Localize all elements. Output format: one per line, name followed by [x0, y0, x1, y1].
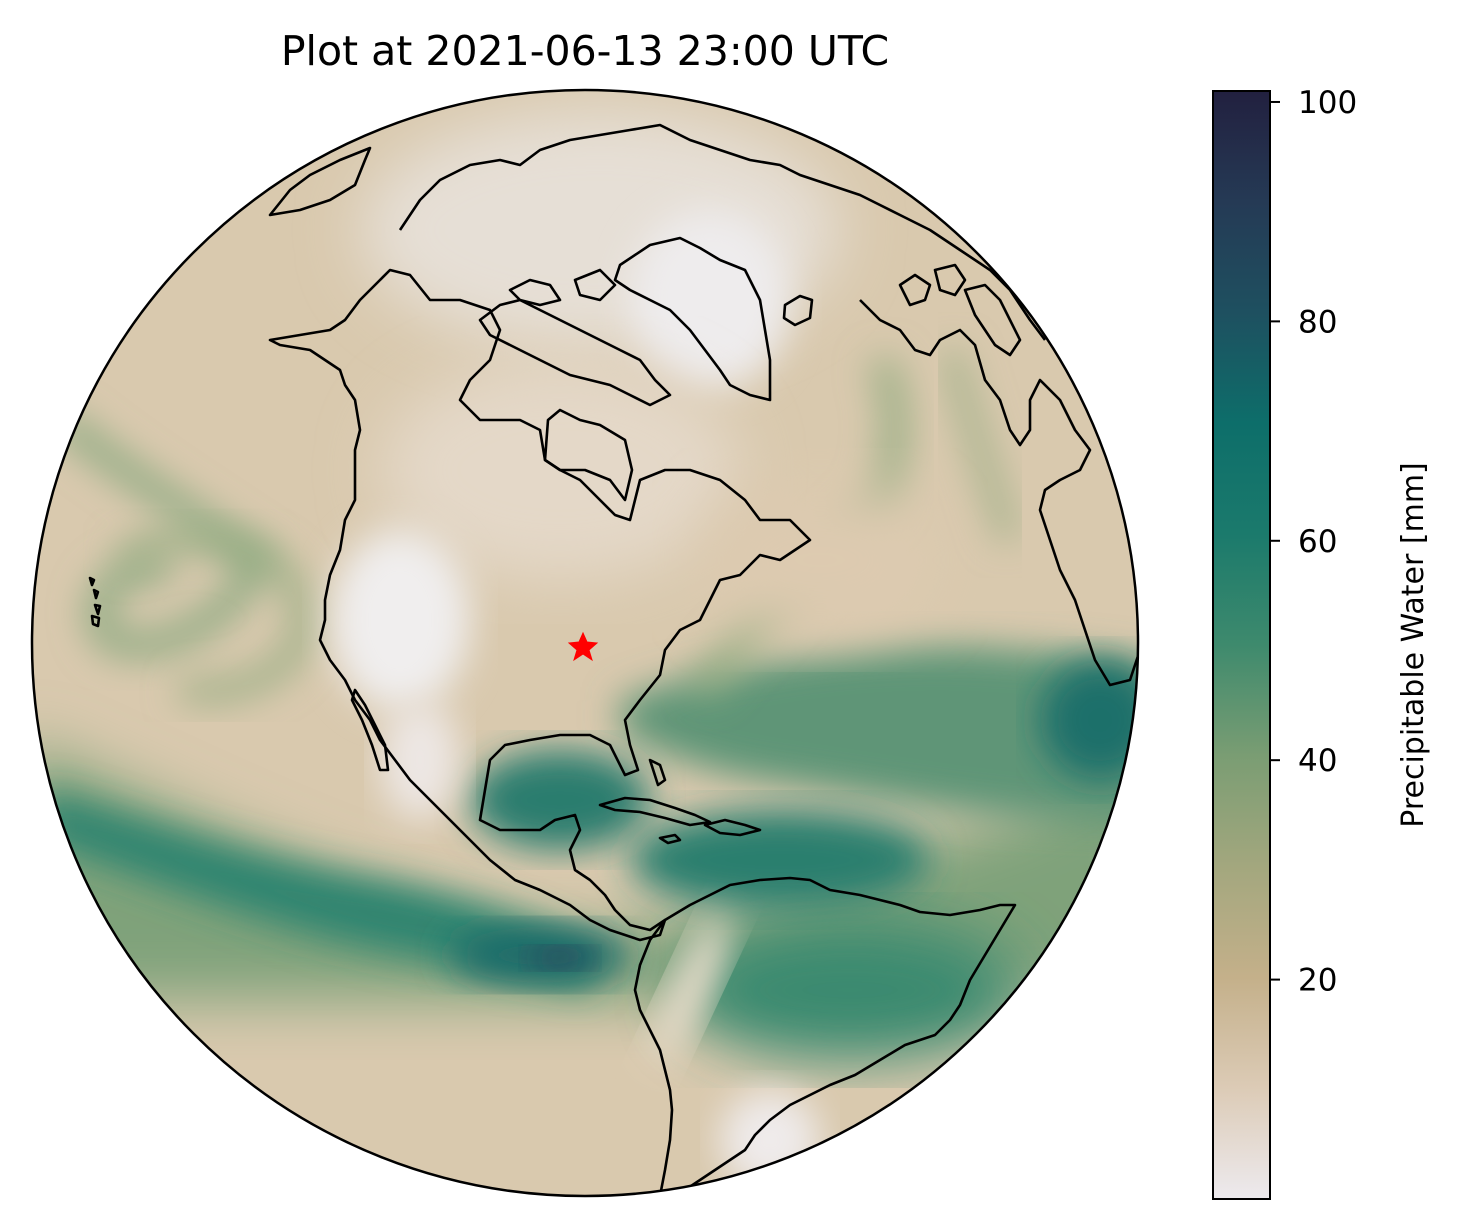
europe-coastline [859, 299, 1138, 687]
colorbar-label: Precipitable Water [mm] [1396, 462, 1431, 828]
south-america-coastline [633, 876, 1017, 1196]
gulf-of-mexico-moisture [470, 750, 650, 850]
plot-title: Plot at 2021-06-13 23:00 UTC [281, 27, 889, 75]
colorbar-frame [1212, 90, 1271, 1200]
amazon-moisture [680, 920, 1020, 1060]
greenland-coastline [613, 236, 772, 402]
colorbar-tick-label: 60 [1298, 524, 1337, 560]
north-america-coastline [268, 268, 812, 942]
colorbar-tick-label: 100 [1298, 85, 1357, 121]
cuba-coastline [598, 796, 712, 827]
andes-dry-strip [650, 916, 730, 1064]
mexico-dry-region [380, 700, 460, 820]
eurasia-arctic-coastline [268, 123, 1047, 341]
british-isles-coastline [898, 263, 967, 307]
europe-moisture-streak [939, 346, 1021, 544]
west-us-dry-region [330, 530, 470, 710]
colorbar: 20 40 60 80 100 Precipitable Water [mm] [1212, 85, 1431, 1200]
coastlines [88, 123, 1138, 1196]
jamaica-coastline [658, 833, 682, 845]
bahamas-coastline [648, 758, 667, 787]
north-atlantic-dry-region [700, 480, 940, 640]
scandinavia-coastline [963, 283, 1022, 357]
caribbean-moisture [630, 810, 930, 910]
hudson-bay-coastline [543, 408, 634, 502]
globe [30, 88, 1140, 1198]
colorbar-ticks: 20 40 60 80 100 [1270, 85, 1357, 999]
hispaniola-coastline [703, 818, 762, 837]
globe-outline [30, 88, 1140, 1198]
east-atlantic-moisture [1040, 660, 1138, 780]
pacific-itcz [40, 790, 600, 990]
location-star-marker [567, 631, 599, 662]
colorbar-tick-label: 80 [1298, 304, 1337, 340]
pacific-moisture-filament [52, 410, 276, 658]
iceland-coastline [782, 294, 814, 327]
colorbar-tick-label: 40 [1298, 743, 1337, 779]
greenland-dry-region [630, 210, 790, 390]
hawaii-islands [88, 576, 102, 628]
itcz-max [530, 948, 590, 968]
colorbar-gradient [1213, 91, 1270, 1199]
canadian-arctic-islands [478, 268, 672, 407]
colorbar-tick-label: 20 [1298, 963, 1337, 999]
baja-california-coastline [350, 688, 390, 772]
atlantic-moisture-band [620, 646, 1138, 822]
pacific-swirl [114, 529, 314, 702]
